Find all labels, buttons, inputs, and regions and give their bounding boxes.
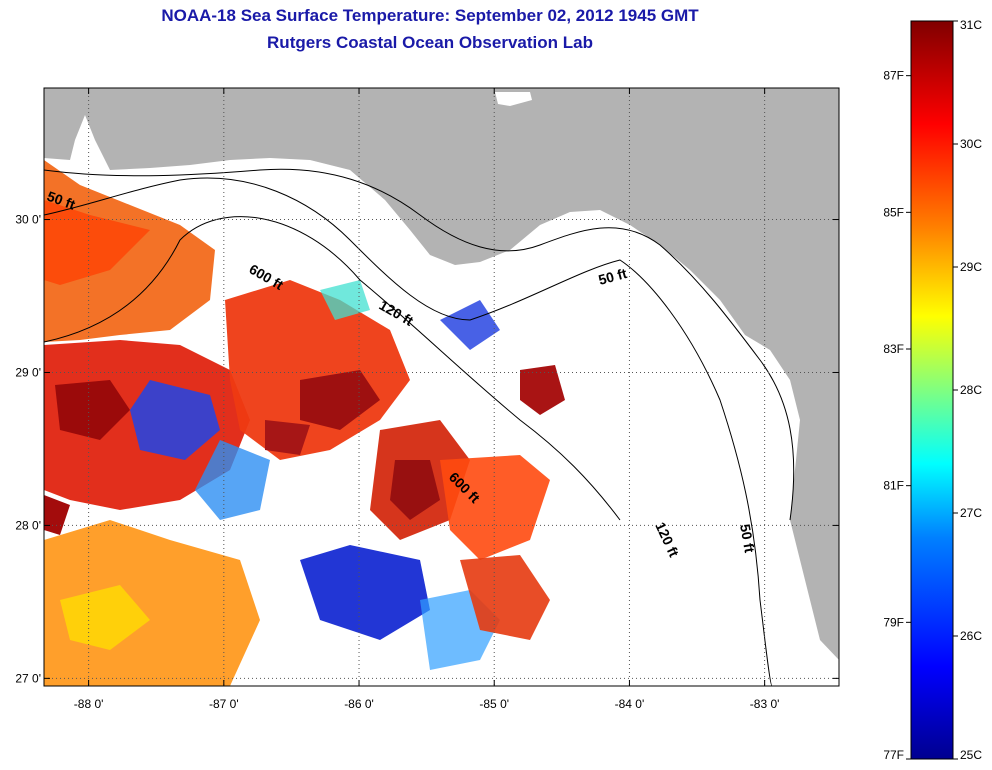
contour-120ft bbox=[44, 177, 773, 686]
lon-tick-label: -85 0' bbox=[479, 697, 509, 711]
lat-tick-label: 28 0' bbox=[15, 518, 41, 532]
sst-patch-west-warm bbox=[44, 160, 215, 342]
contour-50ft bbox=[44, 168, 795, 521]
colorbar-label-fahrenheit: 81F bbox=[883, 479, 904, 493]
colorbar-label-fahrenheit: 83F bbox=[883, 342, 904, 356]
land-mass bbox=[44, 88, 839, 660]
map-frame bbox=[43, 87, 840, 687]
colorbar-label-fahrenheit: 85F bbox=[883, 205, 904, 219]
sst-patch-maroon-1 bbox=[55, 380, 130, 440]
lat-tick-label: 30 0' bbox=[15, 213, 41, 227]
contour-label: 50 ft bbox=[737, 523, 758, 554]
sst-patch-maroon-5 bbox=[390, 460, 440, 520]
grid-lines bbox=[44, 88, 839, 686]
sst-patch-cool-2 bbox=[195, 440, 270, 520]
colorbar-label-celsius: 31C bbox=[960, 18, 982, 32]
contour-600ft bbox=[44, 216, 621, 521]
sst-patch-central-hot bbox=[225, 280, 410, 460]
sst-patch-cyan bbox=[320, 280, 370, 320]
sst-patch-cool-4 bbox=[440, 300, 500, 350]
sst-patch-yellow-1 bbox=[60, 585, 150, 650]
sst-patch-maroon-4 bbox=[265, 420, 310, 455]
lat-tick-label: 29 0' bbox=[15, 365, 41, 379]
sst-patch-southeast-hot bbox=[460, 555, 550, 640]
sst-field bbox=[44, 160, 565, 686]
colorbar-labels: 31C 30C 29C 28C 27C 26C 25C 87F 85F 83F 81F 79F 77F bbox=[883, 18, 982, 762]
colorbar-label-celsius: 26C bbox=[960, 629, 982, 643]
chart-subtitle: Rutgers Coastal Ocean Observation Lab bbox=[267, 33, 593, 52]
inland-lake bbox=[495, 92, 532, 106]
sst-patch-west-hot bbox=[44, 200, 150, 285]
sst-patch-deep-blue bbox=[300, 545, 430, 640]
lon-tick-label: -86 0' bbox=[344, 697, 374, 711]
chart-title: NOAA-18 Sea Surface Temperature: Septemb… bbox=[161, 6, 699, 25]
colorbar-label-celsius: 27C bbox=[960, 506, 982, 520]
colorbar bbox=[910, 20, 954, 760]
colorbar-label-fahrenheit: 87F bbox=[883, 69, 904, 83]
bathymetry-contours bbox=[44, 168, 795, 686]
sst-patch-east-orange bbox=[440, 455, 550, 560]
lon-tick-label: -88 0' bbox=[74, 697, 104, 711]
sst-patch-maroon-3 bbox=[300, 370, 380, 430]
colorbar-label-celsius: 30C bbox=[960, 137, 982, 151]
colorbar-label-fahrenheit: 79F bbox=[883, 615, 904, 629]
lon-tick-label: -83 0' bbox=[750, 697, 780, 711]
sst-patch-maroon-6 bbox=[520, 365, 565, 415]
sst-patch-maroon-2 bbox=[44, 495, 70, 535]
colorbar-label-celsius: 29C bbox=[960, 260, 982, 274]
lat-tick-label: 27 0' bbox=[15, 671, 41, 685]
lon-tick-label: -84 0' bbox=[615, 697, 645, 711]
axis-ticks: -88 0' -87 0' -86 0' -85 0' -84 0' -83 0' 30 0… bbox=[15, 88, 839, 711]
sst-patch-cool-1 bbox=[130, 380, 220, 460]
contour-label: 50 ft bbox=[597, 265, 629, 288]
colorbar-label-celsius: 28C bbox=[960, 383, 982, 397]
colorbar-label-fahrenheit: 77F bbox=[883, 748, 904, 762]
lon-tick-label: -87 0' bbox=[209, 697, 239, 711]
colorbar-label-celsius: 25C bbox=[960, 748, 982, 762]
